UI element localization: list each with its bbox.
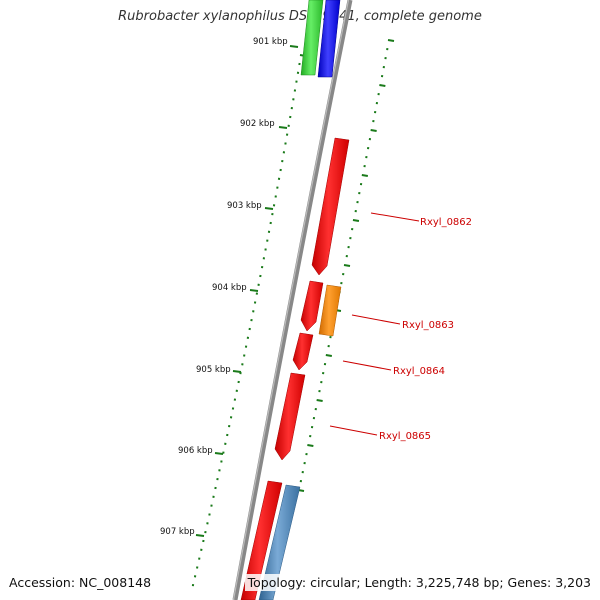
ruler-label-903: 903 kbp — [227, 201, 262, 211]
gene-arrow-rxyl-0862[interactable] — [311, 137, 350, 276]
track-tick — [361, 174, 369, 177]
gene-green-top[interactable] — [300, 0, 324, 76]
accession-label: Accession: NC_008148 — [6, 574, 155, 591]
genome-backbone-highlight — [232, 0, 350, 600]
gene-arrow-rxyl-0863[interactable] — [318, 284, 342, 337]
track-tick — [387, 39, 395, 42]
ruler-label-904: 904 kbp — [212, 283, 247, 293]
topology-label: Topology: circular; Length: 3,225,748 bp… — [244, 574, 594, 591]
track-tick — [370, 129, 377, 132]
ruler-label-907: 907 kbp — [160, 527, 195, 537]
gene-steelblue-bottom[interactable] — [258, 484, 301, 600]
track-tick — [325, 354, 333, 357]
track-tick — [343, 264, 351, 267]
track-tick — [379, 84, 386, 87]
ruler-label-902: 902 kbp — [240, 119, 275, 129]
gene-arrow-rxyl-0865[interactable] — [274, 372, 306, 461]
gene-features — [240, 0, 350, 600]
genome-title: Rubrobacter xylanophilus DSM 9941, compl… — [118, 9, 482, 24]
ruler-major-ticks — [195, 45, 299, 537]
gene-arrow-rxyl-0864-a[interactable] — [300, 280, 324, 332]
outer-tick-track — [297, 39, 395, 492]
track-tick — [316, 399, 323, 402]
inner-tick-track — [191, 54, 307, 587]
gene-label-rxyl-0863[interactable]: Rxyl_0863 — [402, 320, 454, 331]
gene-blue-top[interactable] — [317, 0, 341, 78]
track-tick — [307, 444, 314, 447]
ruler-label-901: 901 kbp — [253, 37, 288, 47]
gene-red-bottom[interactable] — [240, 480, 283, 600]
genome-backbone — [232, 0, 353, 600]
ruler-label-905: 905 kbp — [196, 365, 231, 375]
gene-label-rxyl-0862[interactable]: Rxyl_0862 — [420, 217, 472, 228]
gene-labels: Rxyl_0862 Rxyl_0863 Rxyl_0864 Rxyl_0865 — [329, 212, 472, 442]
gene-label-rxyl-0864[interactable]: Rxyl_0864 — [393, 366, 445, 377]
gene-label-rxyl-0865[interactable]: Rxyl_0865 — [379, 431, 431, 442]
gene-arrow-rxyl-0864[interactable] — [292, 332, 314, 371]
ruler-label-906: 906 kbp — [178, 446, 213, 456]
ruler-labels: 901 kbp 902 kbp 903 kbp 904 kbp 905 kbp … — [160, 37, 288, 537]
track-tick — [352, 219, 360, 222]
